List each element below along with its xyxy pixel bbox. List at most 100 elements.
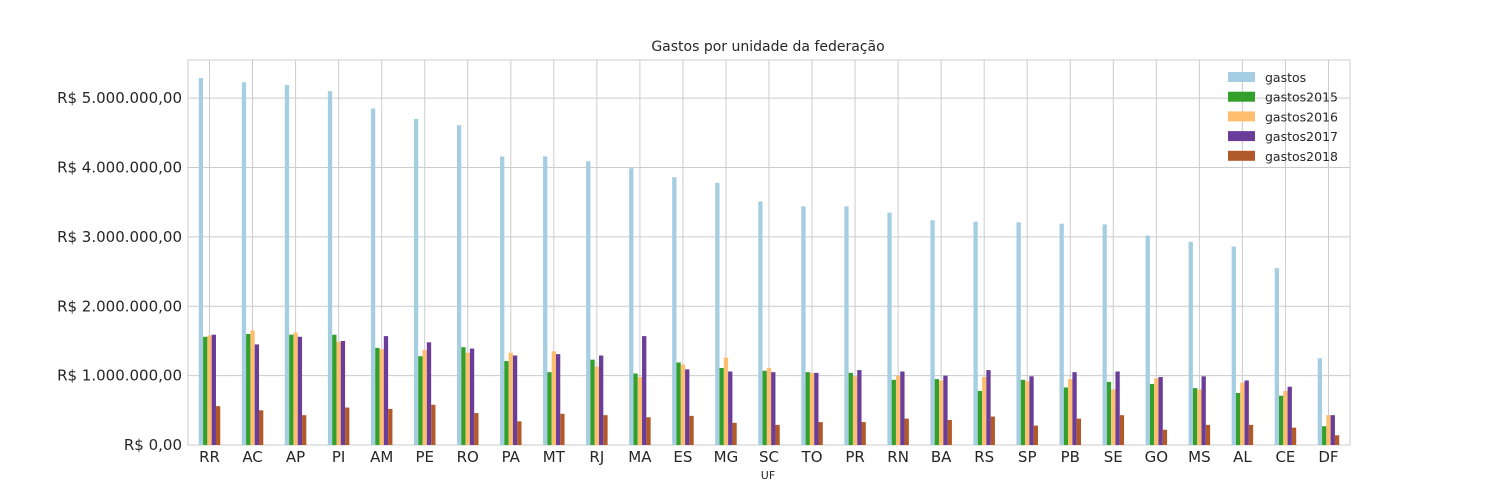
bar-gastos2018-RR (215, 406, 221, 445)
x-tick-label: RN (887, 448, 909, 466)
bar-gastos2017-RR (211, 334, 216, 445)
bar-gastos2015-MA (633, 373, 638, 445)
bar-gastos2015-SE (1106, 381, 1112, 445)
bar-gastos2017-PI (340, 340, 346, 445)
bar-gastos2016-GO (1154, 378, 1159, 445)
bar-gastos2018-AM (388, 408, 393, 445)
bar-gastos2017-SE (1115, 371, 1120, 445)
legend-swatch-gastos (1228, 72, 1255, 82)
x-tick-label: BA (931, 448, 952, 466)
bar-gastos2016-CE (1283, 390, 1288, 445)
bar-gastos2017-MG (728, 371, 733, 445)
x-tick-label: MS (1188, 448, 1210, 466)
bar-gastos2018-AC (259, 410, 264, 445)
bar-gastos2017-AP (297, 336, 303, 445)
bar-gastos2018-MT (560, 413, 565, 445)
bar-gastos2015-AL (1235, 392, 1241, 445)
bar-gastos2018-CE (1291, 427, 1297, 445)
bar-gastos2018-ES (689, 415, 694, 445)
bar-gastos2017-RS (986, 370, 991, 445)
bar-gastos-AC (241, 82, 247, 446)
bar-gastos-PI (327, 91, 333, 445)
bar-gastos2015-PI (332, 334, 337, 445)
bar-gastos2017-DF (1330, 415, 1335, 445)
bar-gastos2016-MS (1197, 389, 1202, 445)
bar-gastos2018-AL (1248, 424, 1254, 445)
bar-gastos2016-PB (1068, 379, 1073, 445)
bar-gastos2016-AM (379, 349, 384, 445)
x-tick-label: PA (502, 448, 521, 466)
bar-gastos2015-PB (1063, 387, 1069, 445)
x-tick-label: RJ (589, 448, 604, 466)
x-tick-label: GO (1145, 448, 1168, 466)
legend-swatch-gastos2017 (1228, 131, 1255, 142)
bar-gastos2018-PI (345, 407, 350, 445)
legend-label-gastos2015: gastos2015 (1265, 90, 1338, 105)
y-tick-label: R$ 5.000.000,00 (57, 89, 182, 107)
y-tick-label: R$ 3.000.000,00 (57, 228, 182, 246)
bar-gastos2017-MT (555, 354, 561, 445)
bar-gastos2015-PE (418, 356, 423, 445)
x-tick-label: DF (1318, 448, 1338, 466)
bar-gastos-PR (844, 206, 849, 445)
bar-gastos2016-SE (1111, 389, 1116, 445)
bar-gastos2015-PR (848, 372, 853, 445)
bar-gastos-CE (1274, 268, 1279, 445)
legend: gastos gastos2015 gastos2016 gastos2017 gast… (1228, 70, 1338, 164)
bar-gastos2016-AL (1240, 382, 1245, 445)
bar-gastos2017-SP (1029, 376, 1034, 445)
bar-gastos2016-ES (680, 364, 686, 445)
bar-gastos-RN (887, 212, 892, 445)
bar-gastos2016-RR (207, 335, 212, 445)
bar-gastos2018-SP (1033, 425, 1038, 445)
x-tick-label: AM (370, 448, 393, 466)
y-tick-label: R$ 2.000.000,00 (57, 297, 182, 315)
x-tick-label: AL (1233, 448, 1252, 466)
x-tick-label: MA (628, 448, 652, 466)
x-tick-label: RS (974, 448, 994, 466)
bar-gastos2016-RO (465, 352, 470, 445)
bar-gastos2018-BA (947, 420, 952, 445)
bar-gastos2015-AM (375, 347, 380, 445)
bar-gastos2015-MG (719, 368, 724, 445)
bar-gastos2017-BA (943, 375, 948, 445)
x-tick-label: SP (1018, 448, 1037, 466)
bar-gastos2017-MS (1201, 376, 1206, 445)
bar-gastos2016-SP (1025, 381, 1030, 445)
bar-gastos-MS (1188, 241, 1193, 445)
bar-gastos2017-SC (771, 372, 776, 445)
bar-gastos2016-MA (637, 377, 643, 445)
bar-gastos2015-SC (762, 370, 767, 445)
legend-label-gastos2018: gastos2018 (1265, 149, 1338, 164)
bar-gastos2017-TO (814, 372, 819, 445)
bar-gastos2015-BA (934, 379, 939, 445)
bar-gastos2018-MG (732, 422, 737, 445)
bar-gastos2016-SC (766, 368, 772, 445)
bar-gastos-RS (973, 221, 978, 445)
y-tick-label: R$ 4.000.000,00 (57, 159, 182, 177)
bar-gastos2015-DF (1322, 426, 1327, 445)
bar-gastos2018-SC (775, 424, 780, 445)
bar-gastos2018-RS (990, 416, 995, 445)
bar-gastos2017-RN (900, 371, 905, 445)
x-axis-ticks: RR AC AP PI AM PE RO PA MT RJ MA ES MG SC TO PR RN BA RS SP… (199, 448, 1338, 466)
bar-gastos2016-DF (1326, 415, 1331, 445)
bar-gastos2016-RS (982, 377, 987, 445)
x-tick-label: RO (457, 448, 479, 466)
x-tick-label: PE (415, 448, 434, 466)
bar-gastos2018-RO (474, 413, 479, 445)
bar-gastos2015-SP (1020, 379, 1026, 445)
bar-gastos2015-RN (891, 379, 896, 445)
bar-gastos-MG (715, 182, 720, 445)
bar-gastos2015-GO (1149, 383, 1155, 445)
bar-gastos-PA (500, 156, 505, 446)
legend-swatch-gastos2015 (1228, 91, 1255, 102)
x-tick-label: ES (673, 448, 692, 466)
x-tick-label: TO (801, 448, 823, 466)
bar-gastos2018-DF (1334, 435, 1340, 445)
bar-gastos-PE (413, 118, 419, 446)
bar-gastos2015-PA (504, 361, 509, 445)
bar-gastos2016-AC (250, 330, 255, 445)
x-tick-label: MT (543, 448, 566, 466)
x-tick-label: CE (1275, 448, 1295, 466)
